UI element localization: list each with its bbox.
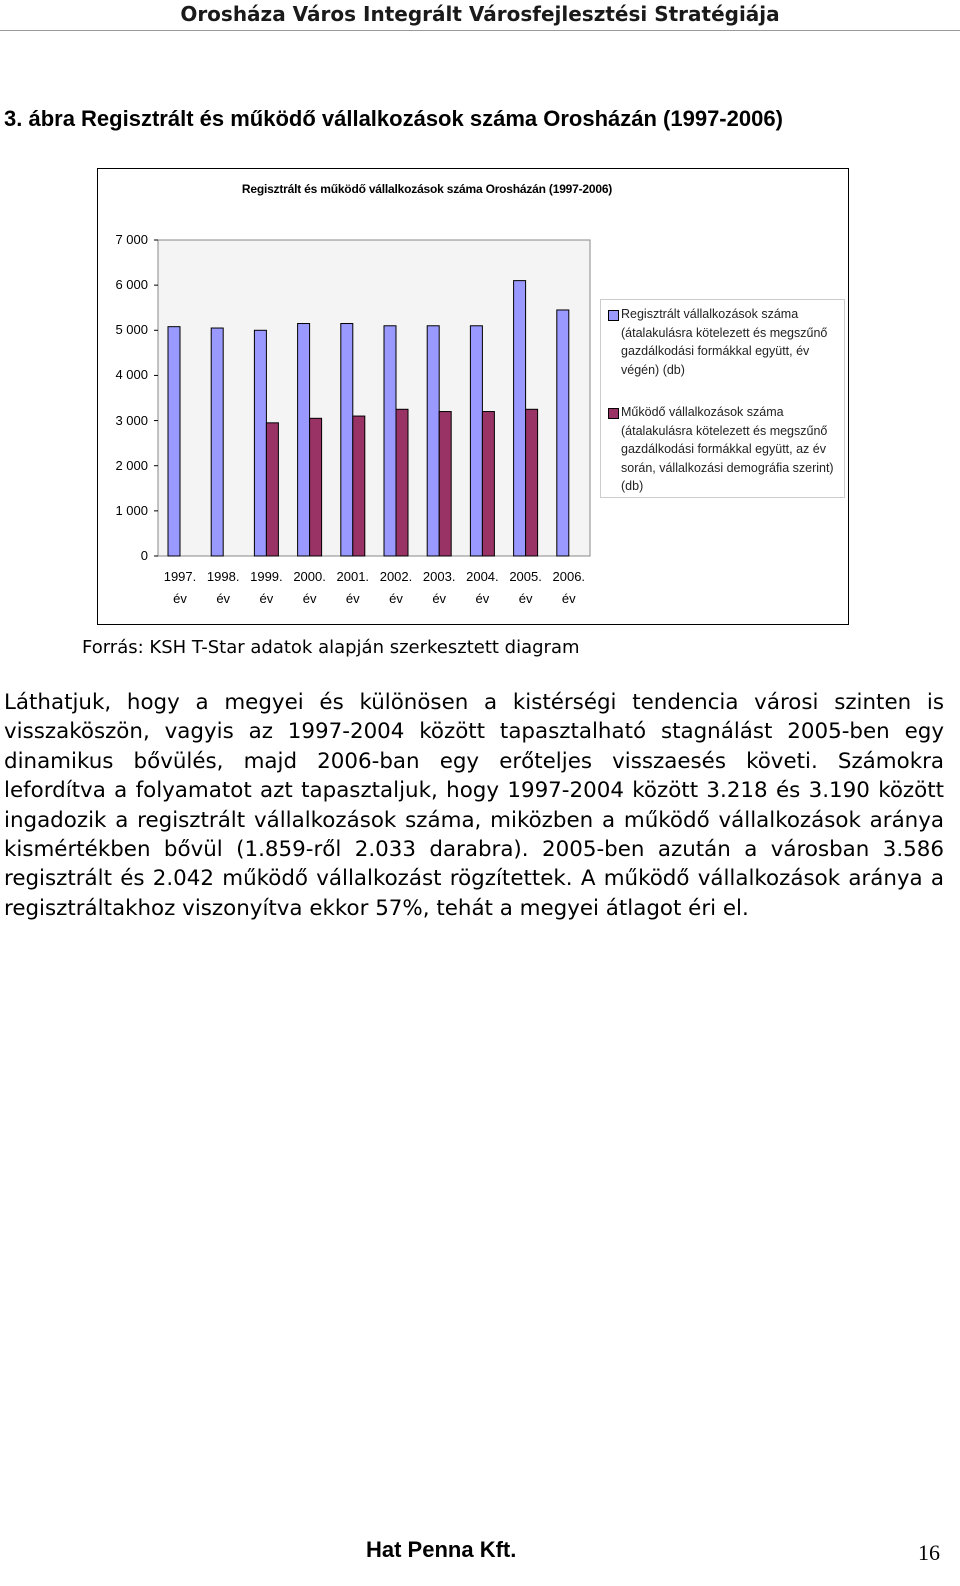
y-tick-label: 5 000 (115, 322, 148, 338)
x-tick-label: 2001. év (336, 569, 370, 606)
y-tick-label: 3 000 (115, 412, 148, 428)
bar (525, 408, 539, 557)
header-rule (0, 30, 960, 31)
x-tick-label: 2000. év (293, 569, 326, 606)
bar (395, 408, 409, 557)
bar (265, 422, 279, 557)
chart-frame (97, 168, 849, 625)
x-tick-label: 2006. év (552, 569, 586, 606)
legend: Regisztrált vállalkozások száma (átalaku… (600, 299, 845, 498)
legend-swatch (608, 310, 619, 321)
bar (253, 329, 267, 557)
bar (469, 325, 483, 557)
figure-caption: 3. ábra Regisztrált és működő vállalkozá… (4, 106, 783, 131)
page-number: 16 (918, 1540, 940, 1565)
x-tick-label: 2003. év (422, 569, 456, 606)
y-tick-label: 4 000 (115, 367, 148, 383)
body-paragraph: Láthatjuk, hogy a megyei és különösen a … (4, 690, 944, 921)
bar (383, 325, 397, 557)
y-tick-label: 0 (140, 548, 148, 563)
x-tick-label: 2004. év (466, 569, 499, 606)
bar (556, 309, 570, 557)
legend-swatch (608, 408, 619, 419)
bar (481, 411, 495, 557)
legend-label: Működő vállalkozások száma (átalakulásra… (621, 405, 834, 493)
x-tick-label: 2002. év (379, 569, 413, 606)
y-tick-label: 6 000 (115, 277, 148, 293)
header-title: Orosháza Város Integrált Városfejlesztés… (180, 2, 780, 26)
figure-source: Forrás: KSH T-Star adatok alapján szerke… (82, 637, 580, 658)
x-tick-label: 1999. év (250, 569, 283, 606)
bar (352, 415, 366, 557)
footer-company: Hat Penna Kft. (366, 1537, 517, 1562)
bar (340, 323, 354, 557)
bar (309, 417, 323, 557)
legend-label: Regisztrált vállalkozások száma (átalaku… (621, 307, 828, 377)
x-tick-label: 1998. év (206, 569, 240, 606)
bar (167, 326, 181, 557)
bar (210, 327, 224, 557)
y-tick-label: 1 000 (115, 502, 148, 518)
chart (154, 239, 591, 557)
bar (297, 323, 311, 557)
chart-title: Regisztrált és működő vállalkozások szám… (241, 182, 613, 196)
bar (513, 280, 527, 557)
x-tick-label: 1997. év (163, 569, 197, 606)
y-tick-label: 2 000 (115, 457, 148, 473)
y-tick-label: 7 000 (115, 232, 148, 247)
x-tick-label: 2005. év (509, 569, 542, 606)
bar (438, 411, 452, 557)
bar (426, 325, 440, 557)
